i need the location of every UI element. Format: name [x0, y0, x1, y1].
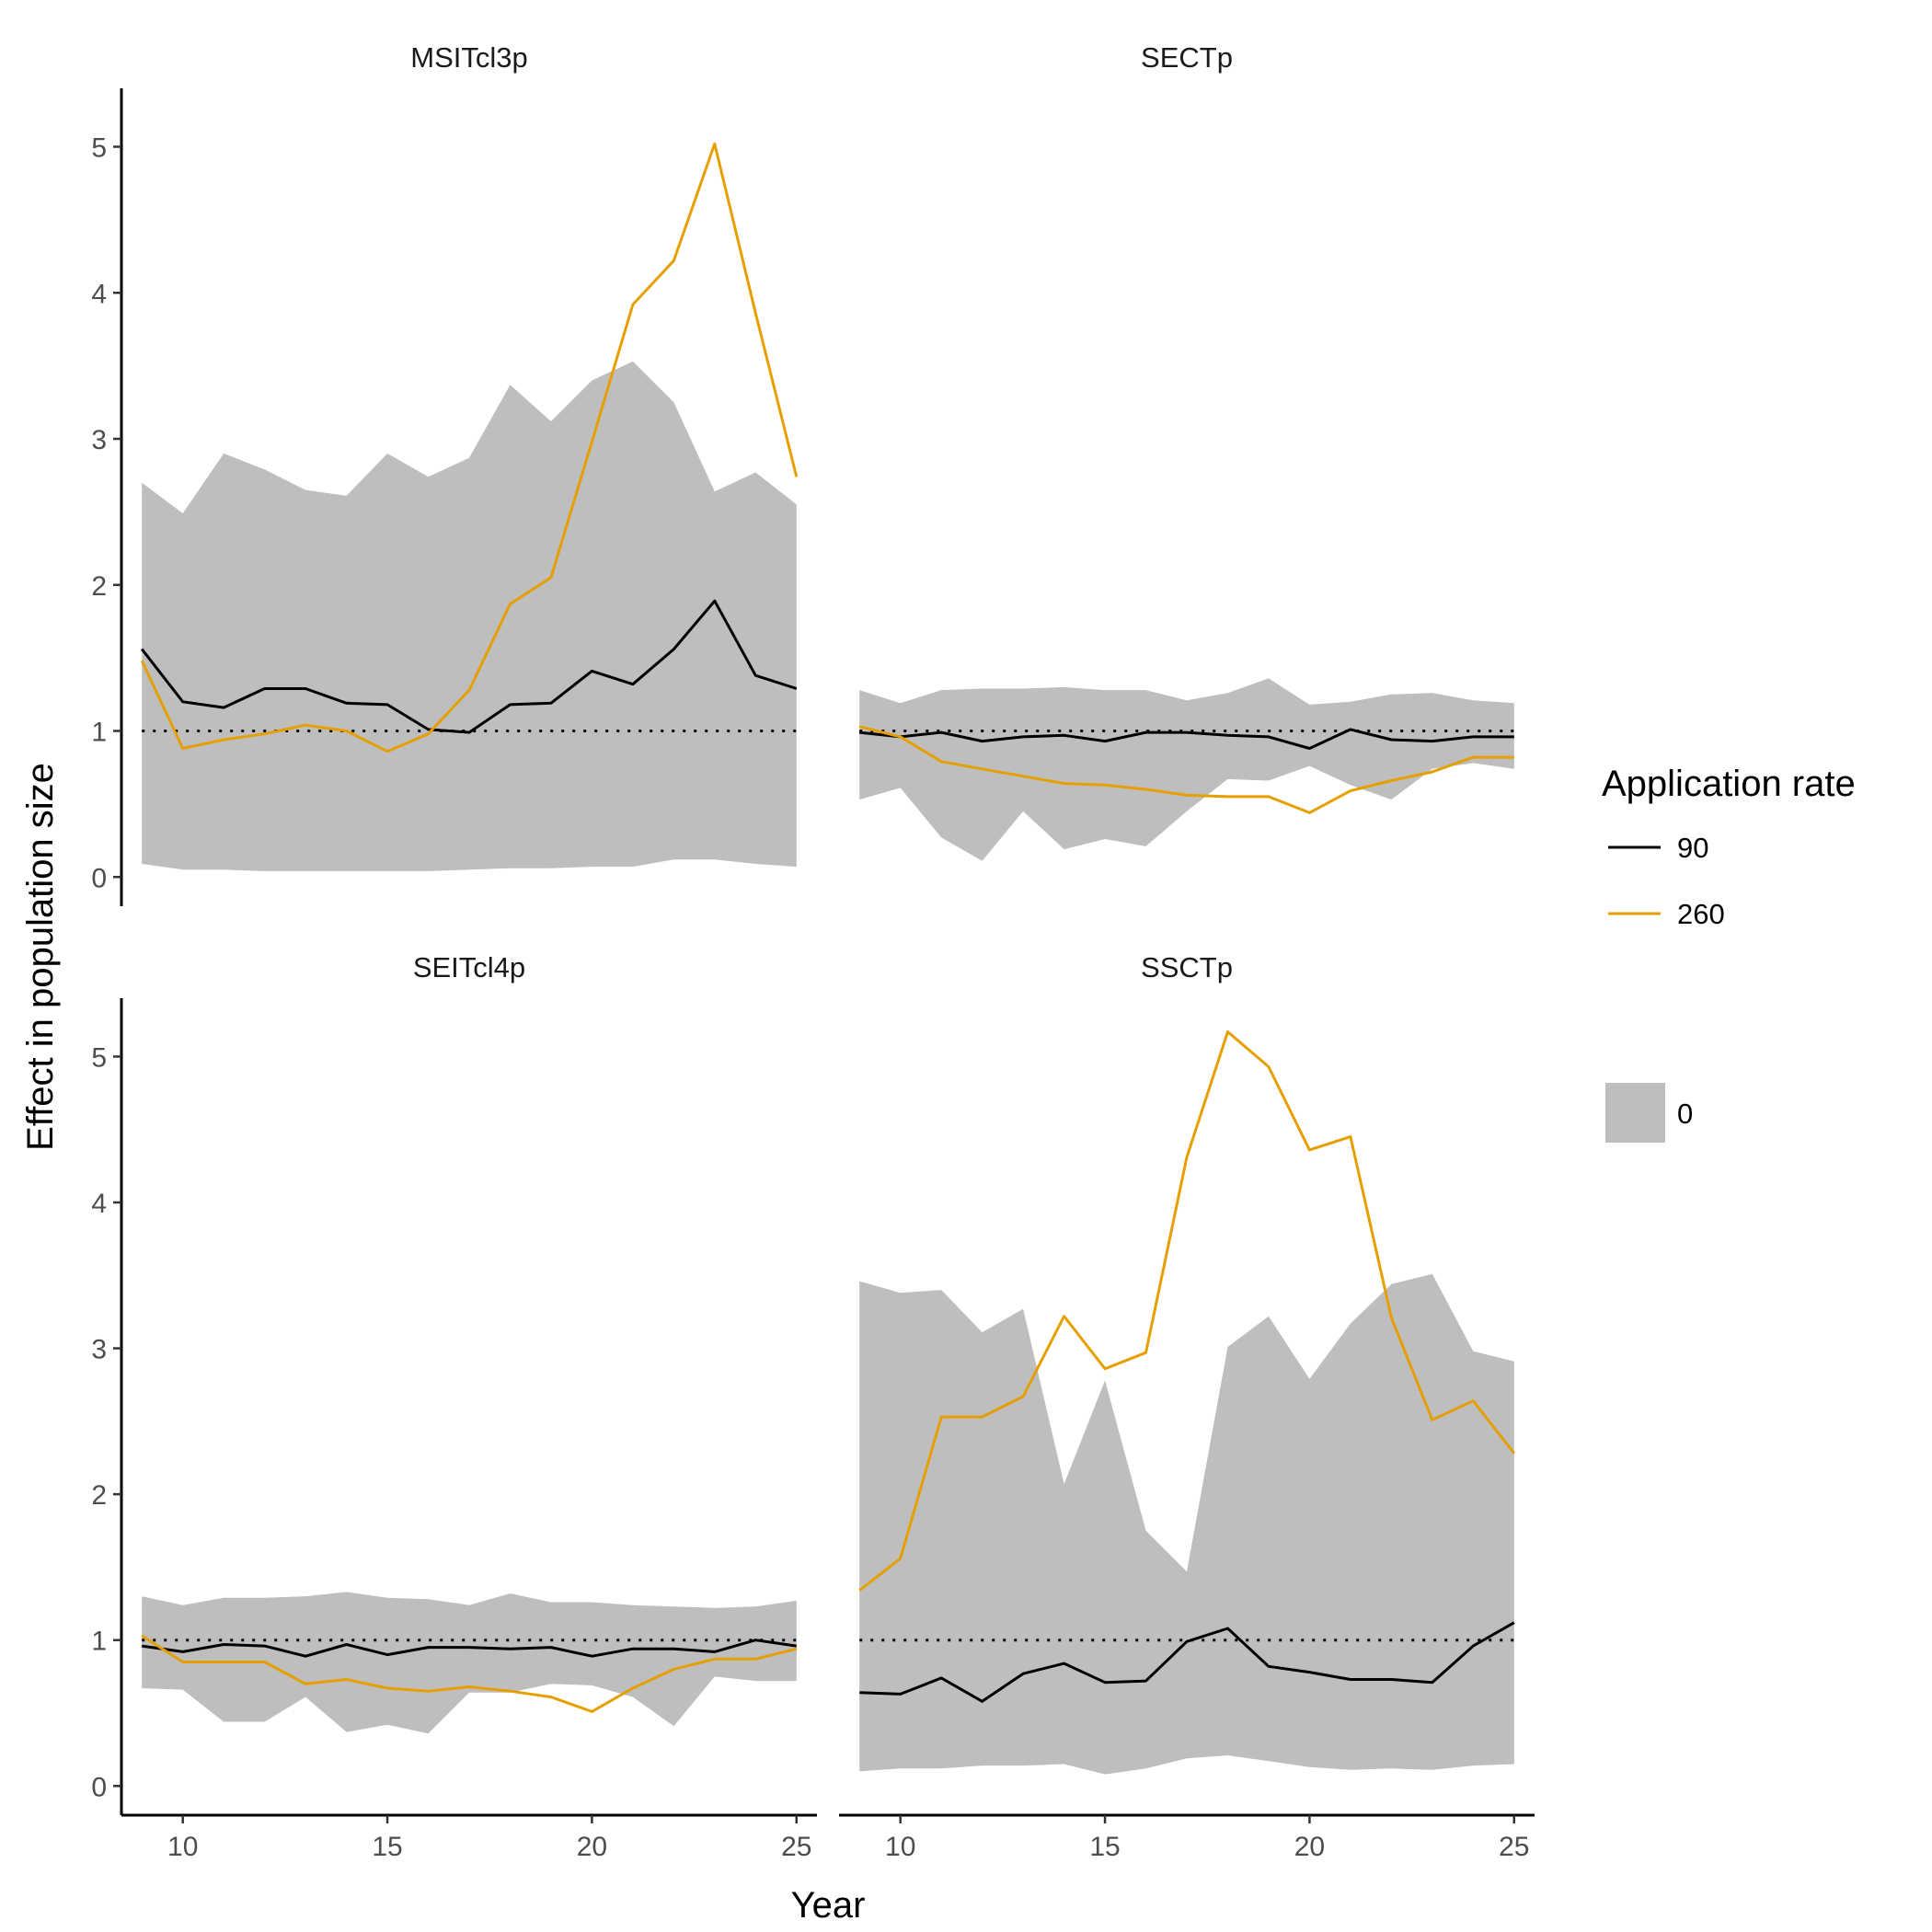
- x-axis-title: Year: [791, 1885, 866, 1926]
- series-line-90: [859, 728, 1514, 750]
- y-tick-label: 2: [91, 571, 107, 602]
- series-line-90: [141, 599, 798, 734]
- y-tick-label: 3: [91, 425, 107, 455]
- y-axis-title: Effect in population size: [20, 763, 61, 1151]
- x-tick-label: 25: [1499, 1832, 1529, 1862]
- y-tick-label: 3: [91, 1335, 107, 1365]
- series-line-260: [858, 1030, 1515, 1592]
- x-tick-label: 10: [885, 1832, 915, 1862]
- series-line-90: [141, 1639, 798, 1658]
- panel-seitcl4p: SEITcl4p 0 1 2 3 4 5 10 15 20 25: [91, 951, 817, 1862]
- y-tick-label: 4: [91, 1189, 107, 1219]
- x-tick-label: 25: [781, 1832, 811, 1862]
- legend-label: 0: [1677, 1098, 1693, 1130]
- series-line-260: [858, 725, 1514, 814]
- y-tick-label: 1: [91, 718, 107, 748]
- panel-title: SECTp: [1141, 41, 1233, 74]
- y-tick-label: 0: [91, 1772, 107, 1802]
- series-line-260: [141, 1634, 798, 1713]
- panel-title: MSITcl3p: [410, 41, 527, 74]
- x-tick-label: 15: [372, 1832, 402, 1862]
- y-tick-label: 4: [91, 279, 107, 309]
- legend-key-band: [1605, 1083, 1665, 1143]
- y-tick-label: 0: [91, 863, 107, 893]
- control-band: [859, 678, 1514, 861]
- panel-sectp: SECTp: [858, 41, 1514, 861]
- legend-label: 260: [1677, 898, 1725, 930]
- panel-title: SSCTp: [1141, 951, 1233, 983]
- x-tick-label: 15: [1089, 1832, 1120, 1862]
- legend: Application rate 90 260 0: [1602, 764, 1856, 1143]
- x-tick-label: 20: [1294, 1832, 1325, 1862]
- y-tick-label: 1: [91, 1627, 107, 1657]
- series-line-90: [859, 1621, 1515, 1703]
- y-tick-label: 2: [91, 1480, 107, 1511]
- control-band: [859, 1273, 1514, 1775]
- legend-label: 90: [1677, 832, 1708, 864]
- x-tick-label: 20: [577, 1832, 607, 1862]
- x-tick-label: 10: [167, 1832, 198, 1862]
- panel-title: SEITcl4p: [413, 951, 525, 983]
- panel-ssctp: SSCTp 10 15 20 25: [839, 951, 1535, 1862]
- y-tick-label: 5: [91, 133, 107, 164]
- y-tick-label: 5: [91, 1042, 107, 1073]
- panel-msitcl3p: MSITcl3p 0 1 2 3 4 5: [91, 41, 799, 906]
- legend-title: Application rate: [1602, 764, 1856, 804]
- control-band: [142, 361, 797, 871]
- control-band: [142, 1592, 797, 1734]
- series-line-260: [140, 142, 799, 753]
